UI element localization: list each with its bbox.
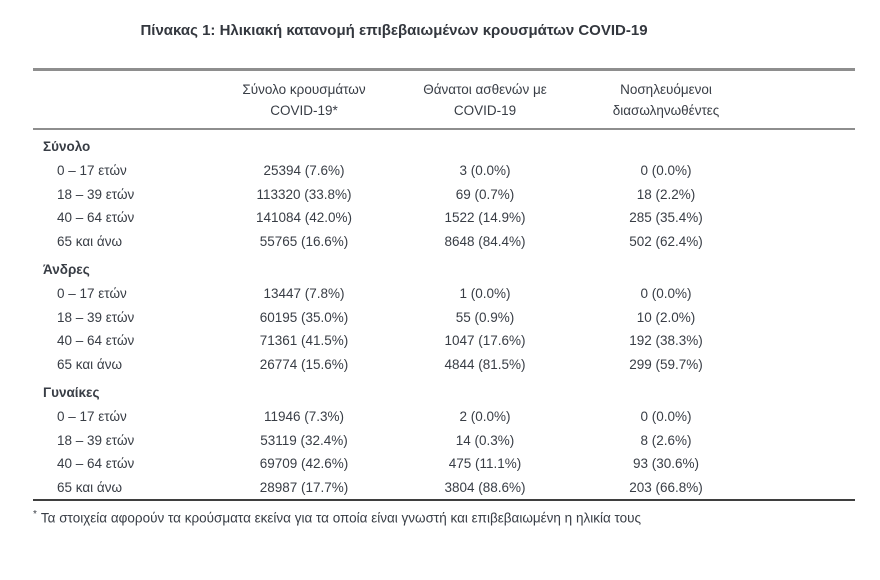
table-row: 18 – 39 ετών 53119 (32.4%) 14 (0.3%) 8 (… (33, 429, 855, 453)
table-row: 40 – 64 ετών 69709 (42.6%) 475 (11.1%) 9… (33, 452, 855, 476)
column-header-cases: Σύνολο κρουσμάτων COVID-19* (197, 69, 411, 130)
intubated-value: 0 (0.0%) (640, 163, 692, 179)
age-label: 40 – 64 ετών (57, 333, 135, 349)
table-row: 0 – 17 ετών 25394 (7.6%) 3 (0.0%) 0 (0.0… (33, 159, 855, 183)
deaths-value: 55 (0.9%) (455, 309, 515, 325)
deaths-value: 3804 (88.6%) (444, 479, 526, 495)
table-row: 65 και άνω 26774 (15.6%) 4844 (81.5%) 29… (33, 353, 855, 377)
footnote-text: Τα στοιχεία αφορούν τα κρούσματα εκείνα … (40, 510, 642, 526)
column-header-cases-line1: Σύνολο κρουσμάτων (242, 82, 366, 97)
deaths-value: 1047 (17.6%) (444, 333, 526, 349)
covid-age-distribution-table: Σύνολο κρουσμάτων COVID-19* Θάνατοι ασθε… (33, 68, 855, 501)
cases-value: 13447 (7.8%) (263, 286, 345, 302)
column-header-cases-line2: COVID-19* (270, 103, 338, 118)
cases-value: 53119 (32.4%) (260, 432, 348, 448)
cases-value: 28987 (17.7%) (259, 479, 349, 495)
age-label: 65 και άνω (57, 479, 123, 495)
column-header-deaths-line2: COVID-19 (453, 103, 517, 118)
intubated-value: 18 (2.2%) (636, 186, 696, 202)
cases-value: 113320 (33.8%) (256, 186, 352, 202)
age-label: 0 – 17 ετών (57, 286, 127, 302)
intubated-value: 192 (38.3%) (629, 333, 703, 349)
column-header-deaths: Θάνατοι ασθενών με COVID-19 (411, 69, 559, 130)
deaths-value: 2 (0.0%) (459, 409, 511, 425)
cases-value: 55765 (16.6%) (259, 233, 349, 249)
deaths-value: 1 (0.0%) (459, 286, 511, 302)
age-label: 65 και άνω (57, 356, 123, 372)
table-row: 0 – 17 ετών 13447 (7.8%) 1 (0.0%) 0 (0.0… (33, 282, 855, 306)
intubated-value: 203 (66.8%) (629, 479, 703, 495)
deaths-value: 4844 (81.5%) (444, 356, 526, 372)
age-label: 18 – 39 ετών (57, 186, 135, 202)
table-row: 18 – 39 ετών 113320 (33.8%) 69 (0.7%) 18… (33, 183, 855, 207)
intubated-value: 502 (62.4%) (629, 233, 703, 249)
report-page: Πίνακας 1: Ηλικιακή κατανομή επιβεβαιωμέ… (0, 21, 880, 580)
table-row: 65 και άνω 28987 (17.7%) 3804 (88.6%) 20… (33, 476, 855, 501)
intubated-value: 93 (30.6%) (632, 456, 700, 472)
age-label: 0 – 17 ετών (57, 163, 127, 179)
table-row: 18 – 39 ετών 60195 (35.0%) 55 (0.9%) 10 … (33, 306, 855, 330)
intubated-value: 285 (35.4%) (629, 210, 703, 226)
column-header-intubated-line1: Νοσηλευόμενοι (620, 82, 712, 97)
age-label: 40 – 64 ετών (57, 456, 135, 472)
cases-value: 60195 (35.0%) (259, 309, 349, 325)
deaths-value: 8648 (84.4%) (444, 233, 526, 249)
table-title: Πίνακας 1: Ηλικιακή κατανομή επιβεβαιωμέ… (140, 22, 648, 39)
deaths-value: 3 (0.0%) (459, 163, 511, 179)
intubated-value: 0 (0.0%) (640, 409, 692, 425)
age-label: 18 – 39 ετών (57, 309, 135, 325)
column-header-intubated-line2: διασωληνωθέντες (612, 103, 720, 118)
section-row-men: Άνδρες (33, 253, 855, 282)
header-spacer-cell (773, 69, 855, 130)
footnote-marker: * (33, 509, 37, 520)
cases-value: 26774 (15.6%) (259, 356, 349, 372)
age-label: 40 – 64 ετών (57, 210, 135, 226)
table-row: 65 και άνω 55765 (16.6%) 8648 (84.4%) 50… (33, 230, 855, 254)
table-row: 40 – 64 ετών 71361 (41.5%) 1047 (17.6%) … (33, 329, 855, 353)
table-row: 0 – 17 ετών 11946 (7.3%) 2 (0.0%) 0 (0.0… (33, 405, 855, 429)
section-label: Γυναίκες (43, 384, 100, 400)
cases-value: 71361 (41.5%) (259, 333, 349, 349)
section-row-women: Γυναίκες (33, 376, 855, 405)
age-label: 0 – 17 ετών (57, 409, 127, 425)
header-empty-cell (33, 69, 197, 130)
cases-value: 25394 (7.6%) (263, 163, 345, 179)
intubated-value: 0 (0.0%) (640, 286, 692, 302)
deaths-value: 14 (0.3%) (455, 432, 515, 448)
deaths-value: 1522 (14.9%) (444, 210, 526, 226)
age-label: 65 και άνω (57, 233, 123, 249)
intubated-value: 8 (2.6%) (640, 432, 692, 448)
age-label: 18 – 39 ετών (57, 432, 135, 448)
column-header-intubated: Νοσηλευόμενοι διασωληνωθέντες (559, 69, 773, 130)
column-header-deaths-line1: Θάνατοι ασθενών με (423, 82, 547, 97)
cases-value: 11946 (7.3%) (263, 409, 345, 425)
section-row-total: Σύνολο (33, 129, 855, 159)
header-row: Σύνολο κρουσμάτων COVID-19* Θάνατοι ασθε… (33, 69, 855, 130)
deaths-value: 475 (11.1%) (448, 456, 522, 472)
deaths-value: 69 (0.7%) (455, 186, 515, 202)
intubated-value: 299 (59.7%) (629, 356, 703, 372)
cases-value: 141084 (42.0%) (255, 210, 353, 226)
footnote: * Τα στοιχεία αφορούν τα κρούσματα εκείνα… (33, 506, 855, 528)
section-label: Άνδρες (43, 261, 90, 277)
intubated-value: 10 (2.0%) (636, 309, 696, 325)
table-row: 40 – 64 ετών 141084 (42.0%) 1522 (14.9%)… (33, 206, 855, 230)
cases-value: 69709 (42.6%) (259, 456, 349, 472)
section-label: Σύνολο (43, 138, 91, 154)
